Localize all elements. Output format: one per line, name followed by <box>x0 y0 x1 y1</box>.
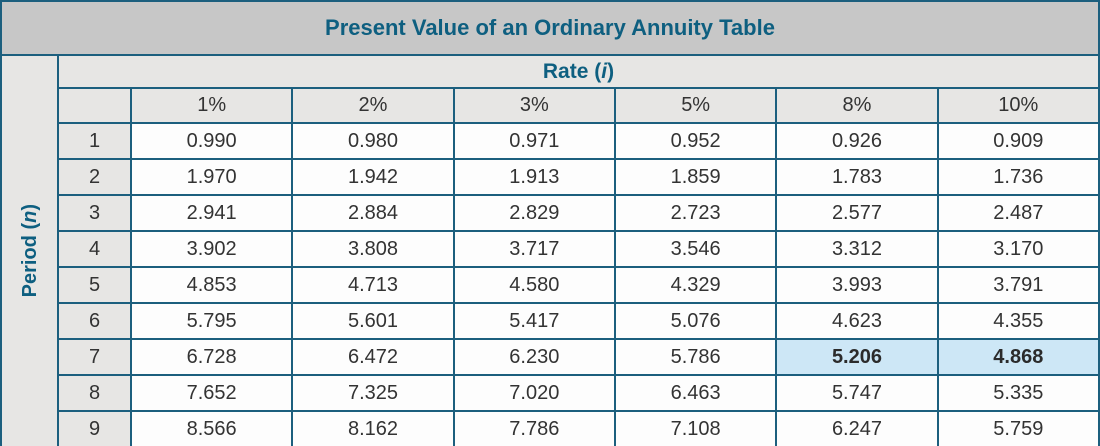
period-axis-label: Period (n) <box>18 204 41 298</box>
value-cell: 1.736 <box>936 158 1100 196</box>
period-label-variable: n <box>18 211 41 224</box>
value-cell: 0.971 <box>452 122 616 160</box>
value-cell: 7.108 <box>613 410 778 446</box>
rate-label-text: Rate ( <box>542 59 602 83</box>
value-cell: 6.230 <box>452 338 616 376</box>
rate-header-row: Period (n) Rate (i) <box>0 54 1100 446</box>
rate-column-header: 10% <box>936 87 1100 124</box>
rate-axis-label: Rate (i) <box>57 54 1100 89</box>
value-cell: 5.759 <box>936 410 1100 446</box>
value-cell: 0.990 <box>129 122 294 160</box>
period-cell: 9 <box>57 410 132 446</box>
value-cell: 5.747 <box>775 374 939 412</box>
value-cell: 1.942 <box>291 158 455 196</box>
period-cell: 8 <box>57 374 132 412</box>
value-cell: 2.487 <box>936 194 1100 232</box>
table-row: 3 2.941 2.884 2.829 2.723 2.577 2.487 <box>1 194 1100 232</box>
value-cell: 5.601 <box>291 302 455 340</box>
rate-label-suffix: ) <box>607 59 615 83</box>
rate-label-variable: i <box>601 59 608 83</box>
value-cell: 5.335 <box>936 374 1100 412</box>
rate-column-header: 1% <box>129 87 294 124</box>
period-cell: 3 <box>57 194 132 232</box>
table-row: 8 7.652 7.325 7.020 6.463 5.747 5.335 <box>1 374 1100 412</box>
value-cell: 0.926 <box>775 122 939 160</box>
period-axis-cell: Period (n) <box>0 54 59 446</box>
value-cell: 0.980 <box>291 122 455 160</box>
value-cell: 6.247 <box>775 410 939 446</box>
period-cell: 1 <box>57 122 132 160</box>
value-cell: 0.909 <box>936 122 1100 160</box>
rate-column-header: 3% <box>452 87 616 124</box>
value-cell: 3.546 <box>613 230 778 268</box>
highlighted-value-cell: 5.206 <box>775 338 939 376</box>
table-row: 2 1.970 1.942 1.913 1.859 1.783 1.736 <box>1 158 1100 196</box>
rate-column-header: 8% <box>775 87 939 124</box>
value-cell: 1.913 <box>452 158 616 196</box>
value-cell: 4.623 <box>775 302 939 340</box>
value-cell: 4.580 <box>452 266 616 304</box>
value-cell: 1.783 <box>775 158 939 196</box>
value-cell: 6.472 <box>291 338 455 376</box>
period-label-suffix: ) <box>18 204 41 211</box>
value-cell: 5.076 <box>613 302 778 340</box>
period-cell: 6 <box>57 302 132 340</box>
period-cell: 4 <box>57 230 132 268</box>
value-cell: 2.941 <box>129 194 294 232</box>
highlighted-value-cell: 4.868 <box>936 338 1100 376</box>
period-cell: 5 <box>57 266 132 304</box>
column-header-row: 1% 2% 3% 5% 8% 10% <box>1 87 1100 124</box>
value-cell: 5.795 <box>129 302 294 340</box>
value-cell: 7.325 <box>291 374 455 412</box>
period-cell: 2 <box>57 158 132 196</box>
value-cell: 0.952 <box>613 122 778 160</box>
value-cell: 7.020 <box>452 374 616 412</box>
value-cell: 2.829 <box>452 194 616 232</box>
value-cell: 3.312 <box>775 230 939 268</box>
value-cell: 3.717 <box>452 230 616 268</box>
value-cell: 6.463 <box>613 374 778 412</box>
table-row: 7 6.728 6.472 6.230 5.786 5.206 4.868 <box>1 338 1100 376</box>
period-cell: 7 <box>57 338 132 376</box>
table-row: 5 4.853 4.713 4.580 4.329 3.993 3.791 <box>1 266 1100 304</box>
value-cell: 2.723 <box>613 194 778 232</box>
value-cell: 4.329 <box>613 266 778 304</box>
table-row: 9 8.566 8.162 7.786 7.108 6.247 5.759 <box>1 410 1100 446</box>
rate-column-header: 2% <box>291 87 455 124</box>
value-cell: 4.355 <box>936 302 1100 340</box>
corner-cell <box>57 87 132 124</box>
value-cell: 1.970 <box>129 158 294 196</box>
value-cell: 8.162 <box>291 410 455 446</box>
value-cell: 2.577 <box>775 194 939 232</box>
value-cell: 3.170 <box>936 230 1100 268</box>
table-row: 1 0.990 0.980 0.971 0.952 0.926 0.909 <box>1 122 1100 160</box>
value-cell: 8.566 <box>129 410 294 446</box>
value-cell: 3.902 <box>129 230 294 268</box>
value-cell: 5.417 <box>452 302 616 340</box>
value-cell: 5.786 <box>613 338 778 376</box>
table-row: 4 3.902 3.808 3.717 3.546 3.312 3.170 <box>1 230 1100 268</box>
value-cell: 7.652 <box>129 374 294 412</box>
period-label-text: Period ( <box>18 223 41 298</box>
value-cell: 4.713 <box>291 266 455 304</box>
value-cell: 3.808 <box>291 230 455 268</box>
value-cell: 3.993 <box>775 266 939 304</box>
value-cell: 7.786 <box>452 410 616 446</box>
value-cell: 4.853 <box>129 266 294 304</box>
page-title: Present Value of an Ordinary Annuity Tab… <box>0 0 1100 56</box>
rate-column-header: 5% <box>613 87 778 124</box>
value-cell: 6.728 <box>129 338 294 376</box>
value-cell: 3.791 <box>936 266 1100 304</box>
value-cell: 2.884 <box>291 194 455 232</box>
value-cell: 1.859 <box>613 158 778 196</box>
title-row: Present Value of an Ordinary Annuity Tab… <box>0 0 1100 56</box>
table-row: 6 5.795 5.601 5.417 5.076 4.623 4.355 <box>1 302 1100 340</box>
